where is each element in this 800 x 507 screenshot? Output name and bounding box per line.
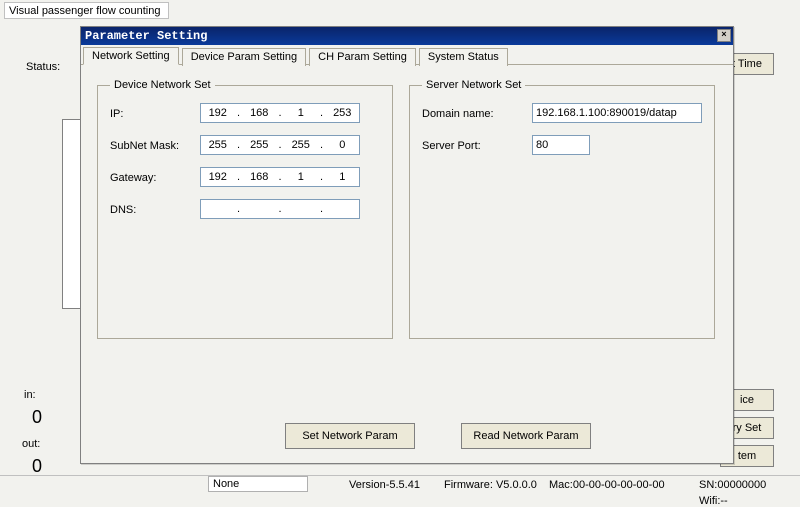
row-server-port: Server Port: xyxy=(422,135,702,161)
gateway-input[interactable]: . . . xyxy=(200,167,360,187)
domain-input[interactable] xyxy=(532,103,702,123)
out-value: 0 xyxy=(32,456,42,477)
dns-octet-3[interactable] xyxy=(284,201,318,217)
dns-label: DNS: xyxy=(110,204,136,216)
dns-octet-4[interactable] xyxy=(326,201,360,217)
row-subnet: SubNet Mask: . . . xyxy=(110,135,380,161)
read-network-param-button[interactable]: Read Network Param xyxy=(461,423,591,449)
gateway-octet-4[interactable] xyxy=(326,169,360,185)
server-network-set-group: Server Network Set Domain name: Server P… xyxy=(409,79,715,339)
close-icon: × xyxy=(721,30,726,40)
ip-dot: . xyxy=(318,139,326,151)
tab-system-status[interactable]: System Status xyxy=(419,48,508,66)
ip-octet-2[interactable] xyxy=(243,105,277,121)
ip-octet-4[interactable] xyxy=(326,105,360,121)
gateway-octet-3[interactable] xyxy=(284,169,318,185)
ip-dot: . xyxy=(235,139,243,151)
domain-label: Domain name: xyxy=(422,108,494,120)
tab-device-param-setting[interactable]: Device Param Setting xyxy=(182,48,306,66)
tab-body: Device Network Set IP: . . . SubNet Mask… xyxy=(83,67,731,415)
row-dns: DNS: . . . xyxy=(110,199,380,225)
gateway-octet-2[interactable] xyxy=(243,169,277,185)
ip-dot: . xyxy=(235,107,243,119)
ip-label: IP: xyxy=(110,108,123,120)
dns-octet-2[interactable] xyxy=(243,201,277,217)
set-network-param-button[interactable]: Set Network Param xyxy=(285,423,415,449)
ip-dot: . xyxy=(276,139,284,151)
server-port-input[interactable] xyxy=(532,135,590,155)
ip-octet-3[interactable] xyxy=(284,105,318,121)
in-value: 0 xyxy=(32,407,42,428)
tab-network-setting[interactable]: Network Setting xyxy=(83,47,179,65)
out-label: out: xyxy=(22,438,40,450)
subnet-octet-1[interactable] xyxy=(201,137,235,153)
ip-dot: . xyxy=(276,171,284,183)
row-ip: IP: . . . xyxy=(110,103,380,129)
status-version: Version-5.5.41 xyxy=(345,478,424,494)
server-port-label: Server Port: xyxy=(422,140,481,152)
status-bar: None Version-5.5.41 Firmware: V5.0.0.0 M… xyxy=(0,475,800,507)
ip-octet-1[interactable] xyxy=(201,105,235,121)
dialog-titlebar: Parameter Setting × xyxy=(81,27,733,45)
ip-dot: . xyxy=(276,203,284,215)
subnet-octet-4[interactable] xyxy=(326,137,360,153)
ip-dot: . xyxy=(318,203,326,215)
device-group-legend: Device Network Set xyxy=(110,79,215,91)
status-none: None xyxy=(208,476,308,492)
dialog-close-button[interactable]: × xyxy=(717,29,731,42)
status-label: Status: xyxy=(26,61,60,73)
subnet-label: SubNet Mask: xyxy=(110,140,179,152)
dns-input[interactable]: . . . xyxy=(200,199,360,219)
row-domain: Domain name: xyxy=(422,103,702,129)
subnet-octet-3[interactable] xyxy=(284,137,318,153)
in-label: in: xyxy=(24,389,36,401)
status-wifi: Wifi:-- xyxy=(695,494,732,507)
row-gateway: Gateway: . . . xyxy=(110,167,380,193)
status-mac: Mac:00-00-00-00-00-00 xyxy=(545,478,669,494)
ip-input[interactable]: . . . xyxy=(200,103,360,123)
status-sn: SN:00000000 xyxy=(695,478,770,494)
device-network-set-group: Device Network Set IP: . . . SubNet Mask… xyxy=(97,79,393,339)
ip-dot: . xyxy=(318,171,326,183)
server-group-legend: Server Network Set xyxy=(422,79,525,91)
subnet-input[interactable]: . . . xyxy=(200,135,360,155)
ip-dot: . xyxy=(235,171,243,183)
dialog-tabstrip: Network Setting Device Param Setting CH … xyxy=(81,45,733,65)
gateway-label: Gateway: xyxy=(110,172,156,184)
subnet-octet-2[interactable] xyxy=(243,137,277,153)
ip-dot: . xyxy=(235,203,243,215)
status-firmware: Firmware: V5.0.0.0 xyxy=(440,478,541,494)
dialog-title-text: Parameter Setting xyxy=(85,29,207,43)
ip-dot: . xyxy=(276,107,284,119)
tab-ch-param-setting[interactable]: CH Param Setting xyxy=(309,48,416,66)
dns-octet-1[interactable] xyxy=(201,201,235,217)
gateway-octet-1[interactable] xyxy=(201,169,235,185)
ip-dot: . xyxy=(318,107,326,119)
app-title: Visual passenger flow counting client xyxy=(4,2,169,19)
parameter-setting-dialog: Parameter Setting × Network Setting Devi… xyxy=(80,26,734,464)
